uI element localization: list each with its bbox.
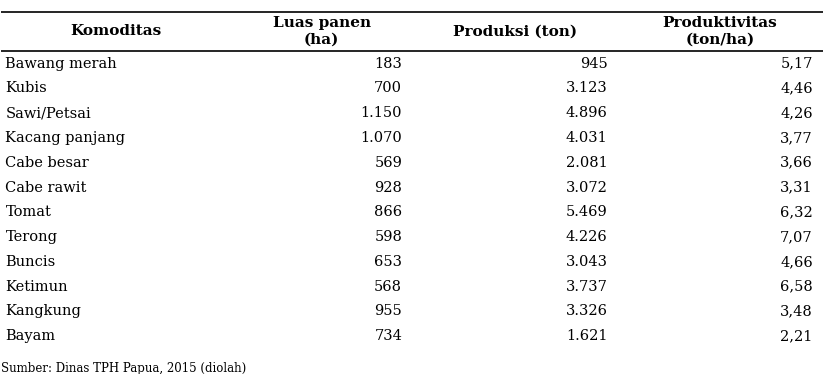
Text: 4,66: 4,66 [780,255,812,269]
Text: Sawi/Petsai: Sawi/Petsai [6,106,91,120]
Text: Produktivitas
(ton/ha): Produktivitas (ton/ha) [662,16,777,47]
Text: 1.070: 1.070 [360,131,402,145]
Text: 3.123: 3.123 [566,82,607,95]
Text: 4,46: 4,46 [780,82,812,95]
Text: 4.031: 4.031 [566,131,607,145]
Text: 3,77: 3,77 [780,131,812,145]
Text: 3,66: 3,66 [780,156,812,170]
Text: 7,07: 7,07 [780,230,812,244]
Text: 6,58: 6,58 [780,280,812,294]
Text: Terong: Terong [6,230,58,244]
Text: Kubis: Kubis [6,82,47,95]
Text: 5.469: 5.469 [566,205,607,219]
Text: 700: 700 [374,82,402,95]
Text: 3.043: 3.043 [565,255,607,269]
Text: 6,32: 6,32 [780,205,812,219]
Text: Cabe besar: Cabe besar [6,156,89,170]
Text: 945: 945 [580,57,607,71]
Text: Bayam: Bayam [6,329,56,343]
Text: 568: 568 [374,280,402,294]
Text: Kangkung: Kangkung [6,304,82,318]
Text: 866: 866 [374,205,402,219]
Text: Luas panen
(ha): Luas panen (ha) [273,16,371,47]
Text: Bawang merah: Bawang merah [6,57,117,71]
Text: Ketimun: Ketimun [6,280,68,294]
Text: Komoditas: Komoditas [71,25,162,39]
Text: 2,21: 2,21 [780,329,812,343]
Text: Buncis: Buncis [6,255,56,269]
Text: 3,48: 3,48 [780,304,812,318]
Text: 3,31: 3,31 [780,181,812,194]
Text: 3.072: 3.072 [565,181,607,194]
Text: Tomat: Tomat [6,205,51,219]
Text: Cabe rawit: Cabe rawit [6,181,87,194]
Text: Sumber: Dinas TPH Papua, 2015 (diolah): Sumber: Dinas TPH Papua, 2015 (diolah) [2,362,246,374]
Text: 4.896: 4.896 [565,106,607,120]
Text: 734: 734 [374,329,402,343]
Text: 653: 653 [374,255,402,269]
Text: 183: 183 [374,57,402,71]
Text: 955: 955 [374,304,402,318]
Text: 5,17: 5,17 [780,57,812,71]
Text: Produksi (ton): Produksi (ton) [452,25,577,39]
Text: 2.081: 2.081 [566,156,607,170]
Text: 598: 598 [374,230,402,244]
Text: 3.737: 3.737 [565,280,607,294]
Text: 569: 569 [374,156,402,170]
Text: 1.621: 1.621 [566,329,607,343]
Text: 4.226: 4.226 [566,230,607,244]
Text: Kacang panjang: Kacang panjang [6,131,125,145]
Text: 1.150: 1.150 [361,106,402,120]
Text: 928: 928 [374,181,402,194]
Text: 4,26: 4,26 [780,106,812,120]
Text: 3.326: 3.326 [565,304,607,318]
